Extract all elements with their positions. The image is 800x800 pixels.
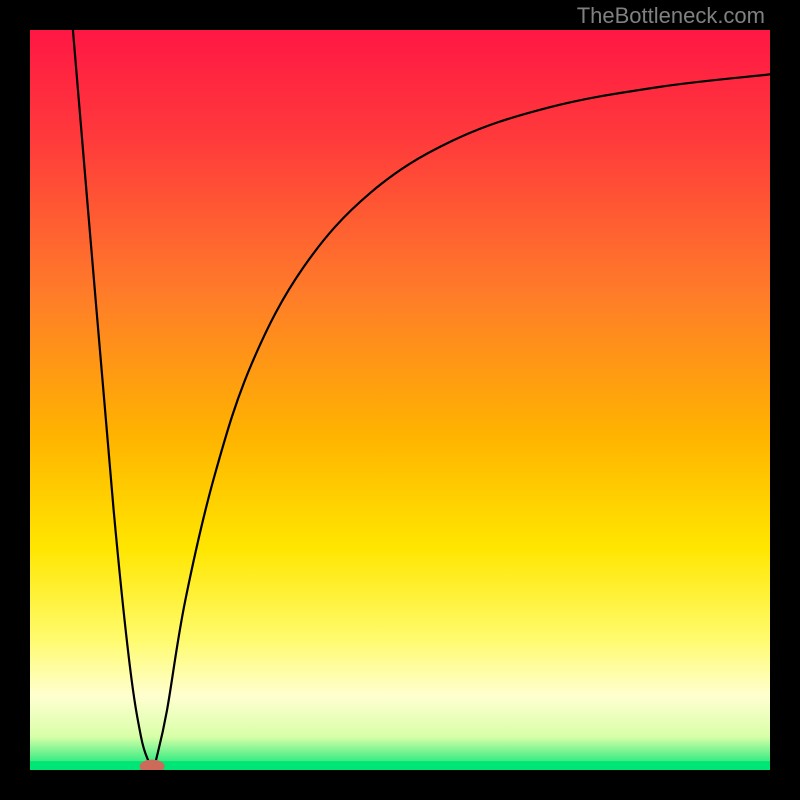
plot: [0, 0, 800, 800]
gradient-background: [30, 30, 770, 770]
frame: TheBottleneck.com: [0, 0, 800, 800]
watermark-text: TheBottleneck.com: [577, 3, 765, 29]
